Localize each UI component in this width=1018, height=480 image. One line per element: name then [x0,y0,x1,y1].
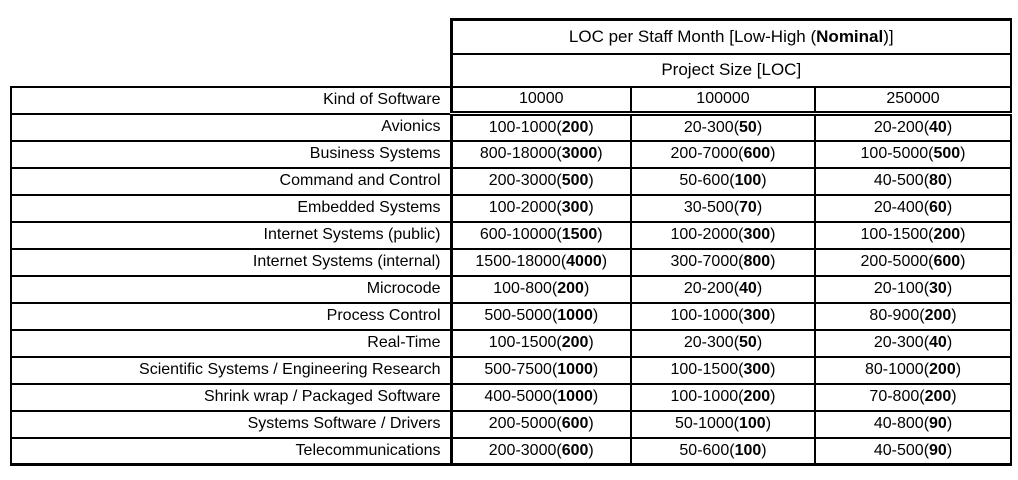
value-cell: 30-500(70) [630,193,816,223]
size-column-header-100000: 100000 [630,85,816,116]
row-label: Internet Systems (internal) [10,247,452,277]
table-row-command-and-control: Command and Control 200-3000(500) 50-600… [10,166,1013,196]
value-cell: 200-5000(600) [813,247,1013,277]
value-cell: 100-1500(200) [813,220,1013,250]
value-cell: 500-5000(1000) [449,301,632,331]
table-row-shrink-wrap: Shrink wrap / Packaged Software 400-5000… [10,382,1013,412]
row-label: Scientific Systems / Engineering Researc… [10,355,452,385]
row-label: Command and Control [10,166,452,196]
table-row-process-control: Process Control 500-5000(1000) 100-1000(… [10,301,1013,331]
row-label: Embedded Systems [10,193,452,223]
row-label: Telecommunications [10,436,452,466]
value-cell: 100-5000(500) [813,139,1013,169]
value-cell: 80-1000(200) [813,355,1013,385]
row-label: Process Control [10,301,452,331]
value-cell: 600-10000(1500) [449,220,632,250]
value-cell: 300-7000(800) [630,247,816,277]
value-cell: 40-500(90) [813,436,1013,466]
row-label: Systems Software / Drivers [10,409,452,439]
table-row-internet-systems-public: Internet Systems (public) 600-10000(1500… [10,220,1013,250]
value-cell: 100-1500(300) [630,355,816,385]
value-cell: 50-600(100) [630,166,816,196]
row-label: Avionics [10,112,452,142]
value-cell: 100-2000(300) [449,193,632,223]
table-container: LOC per Staff Month [Low-High (Nominal)]… [10,18,1013,466]
value-cell: 800-18000(3000) [449,139,632,169]
kind-of-software-header: Kind of Software [10,85,452,115]
value-cell: 20-300(40) [813,328,1013,358]
value-cell: 100-1000(300) [630,301,816,331]
value-cell: 20-200(40) [813,112,1013,142]
table-row-internet-systems-internal: Internet Systems (internal) 1500-18000(4… [10,247,1013,277]
value-cell: 50-600(100) [630,436,816,466]
value-cell: 70-800(200) [813,382,1013,412]
value-cell: 40-800(90) [813,409,1013,439]
value-cell: 200-5000(600) [449,409,632,439]
size-column-header-250000: 250000 [813,85,1013,116]
size-column-header-10000: 10000 [449,85,632,116]
value-cell: 20-200(40) [630,274,816,304]
row-label: Shrink wrap / Packaged Software [10,382,452,412]
table-row-embedded-systems: Embedded Systems 100-2000(300) 30-500(70… [10,193,1013,223]
value-cell: 20-400(60) [813,193,1013,223]
row-label: Microcode [10,274,452,304]
value-cell: 1500-18000(4000) [449,247,632,277]
table-row-microcode: Microcode 100-800(200) 20-200(40) 20-100… [10,274,1013,304]
value-cell: 20-100(30) [813,274,1013,304]
value-cell: 20-300(50) [630,328,816,358]
table-row-scientific-systems: Scientific Systems / Engineering Researc… [10,355,1013,385]
value-cell: 200-7000(600) [630,139,816,169]
title-row: LOC per Staff Month [Low-High (Nominal)] [11,18,1013,55]
project-size-header: Project Size [LOC] [449,52,1013,88]
column-header-row: Kind of Software 10000 100000 250000 [10,85,1013,116]
value-cell: 100-1000(200) [449,112,632,142]
table-row-avionics: Avionics 100-1000(200) 20-300(50) 20-200… [10,112,1013,142]
empty-corner [11,20,451,87]
value-cell: 50-1000(100) [630,409,816,439]
row-label: Real-Time [10,328,452,358]
value-cell: 40-500(80) [813,166,1013,196]
value-cell: 200-3000(500) [449,166,632,196]
value-cell: 20-300(50) [630,112,816,142]
value-cell: 400-5000(1000) [449,382,632,412]
value-cell: 100-800(200) [449,274,632,304]
row-label: Business Systems [10,139,452,169]
value-cell: 200-3000(600) [449,436,632,466]
table-row-systems-software-drivers: Systems Software / Drivers 200-5000(600)… [10,409,1013,439]
value-cell: 80-900(200) [813,301,1013,331]
table-row-telecommunications: Telecommunications 200-3000(600) 50-600(… [10,436,1013,466]
subtitle-row: Project Size [LOC] [11,52,1013,88]
row-label: Internet Systems (public) [10,220,452,250]
loc-per-staff-month-table: LOC per Staff Month [Low-High (Nominal)]… [10,18,1013,466]
table-title: LOC per Staff Month [Low-High (Nominal)] [449,18,1013,55]
value-cell: 100-1500(200) [449,328,632,358]
value-cell: 500-7500(1000) [449,355,632,385]
value-cell: 100-2000(300) [630,220,816,250]
table-row-real-time: Real-Time 100-1500(200) 20-300(50) 20-30… [10,328,1013,358]
table-row-business-systems: Business Systems 800-18000(3000) 200-700… [10,139,1013,169]
value-cell: 100-1000(200) [630,382,816,412]
